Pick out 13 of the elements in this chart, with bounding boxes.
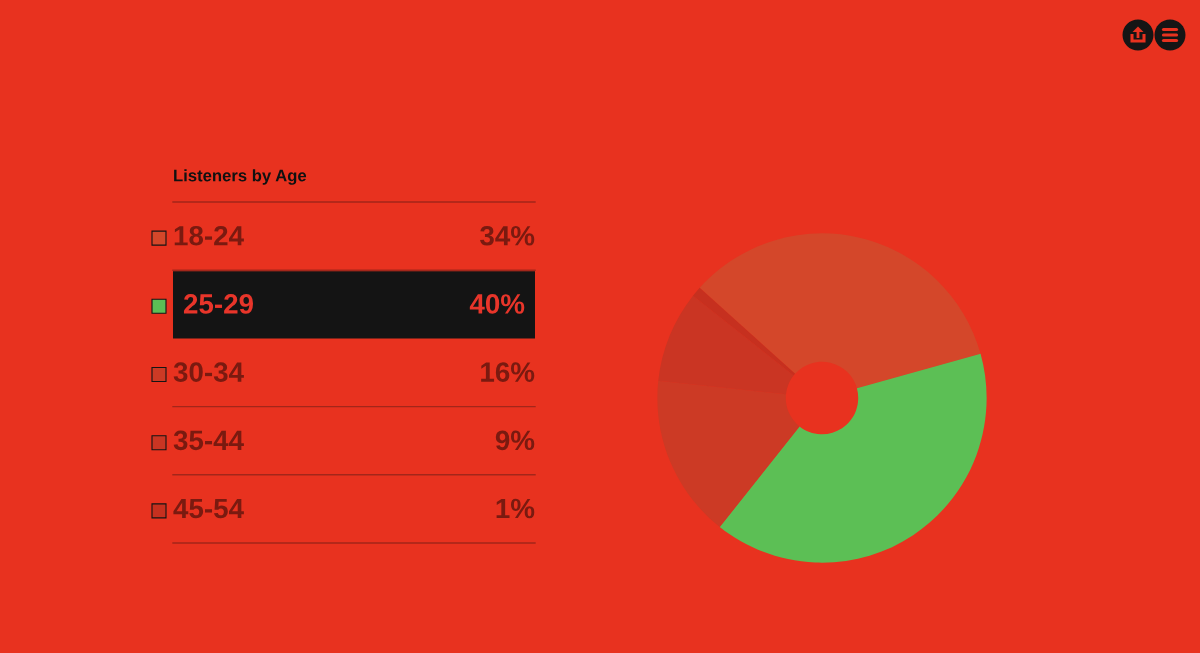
chart-title: Listeners by Age — [174, 169, 307, 185]
donut-slice — [699, 233, 981, 389]
data-label: 40% — [469, 294, 525, 314]
data-label: 1% — [496, 498, 535, 519]
legend-label: 35-44 — [173, 430, 244, 451]
legend-label: 45-54 — [173, 498, 244, 519]
legend-label: 18-24 — [174, 225, 244, 246]
data-label: 9% — [495, 430, 535, 451]
legend-label: 30-34 — [173, 362, 244, 382]
legend-label: 25-29 — [183, 294, 254, 314]
data-label: 16% — [481, 362, 535, 382]
data-label: 34% — [480, 225, 535, 246]
donut-slice — [719, 353, 987, 563]
